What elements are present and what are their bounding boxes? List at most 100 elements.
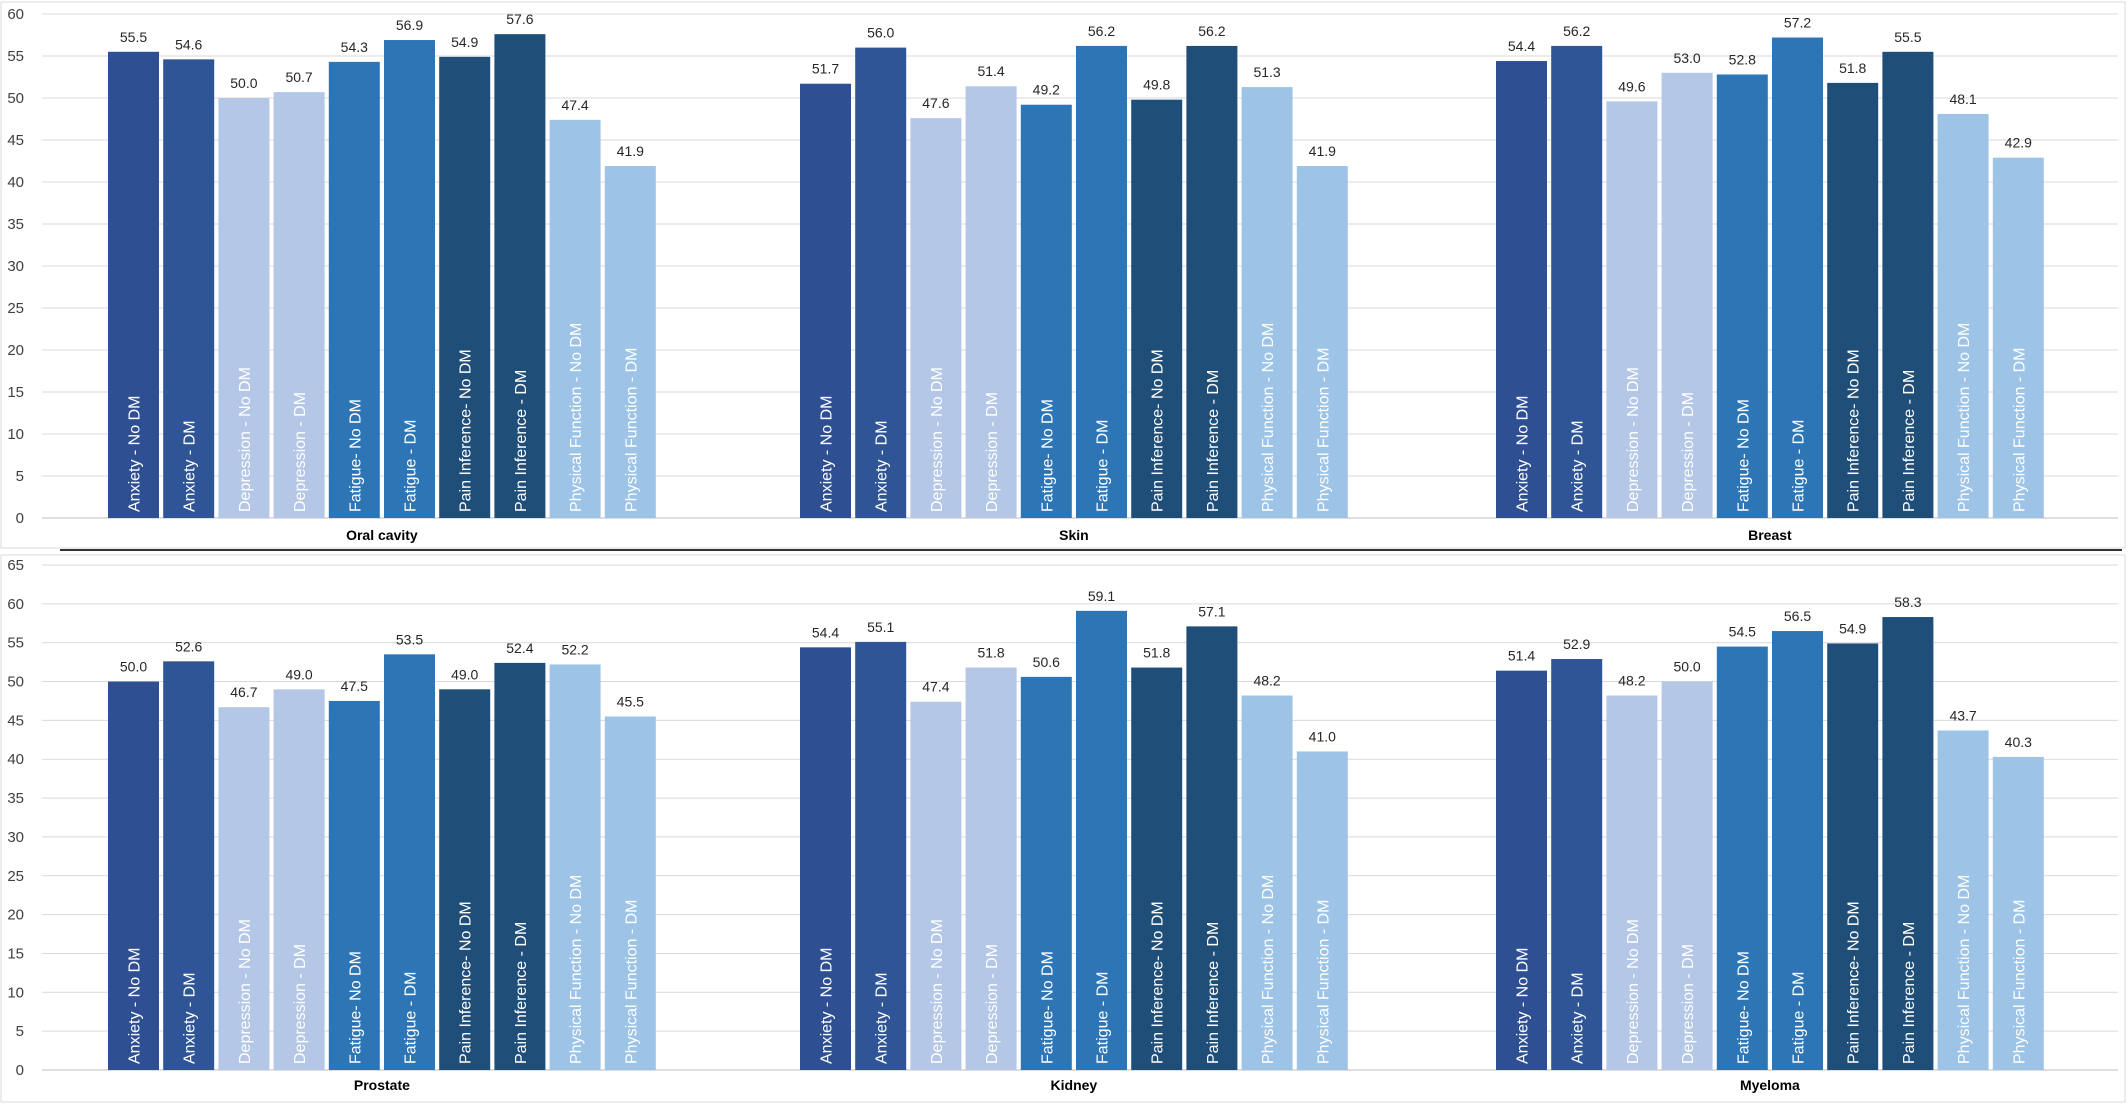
y-tick-label: 30 bbox=[7, 258, 24, 275]
bar-series-label: Depression - DM bbox=[292, 944, 309, 1064]
bar-series-label: Fatigue - DM bbox=[403, 420, 420, 512]
bar bbox=[1937, 113, 1989, 519]
chart-panel-top: 0 5 10 15 20 25 30 35 40 45 50 55 60 55.5 Anxiety - No… bbox=[0, 0, 2128, 550]
bar bbox=[855, 47, 907, 518]
bar bbox=[1186, 45, 1238, 519]
bar-value-label: 49.6 bbox=[1618, 78, 1645, 94]
bar-value-label: 47.4 bbox=[561, 97, 588, 113]
bar-value-label: 46.7 bbox=[230, 684, 257, 700]
y-tick-label: 30 bbox=[7, 829, 24, 846]
bar-value-label: 52.9 bbox=[1563, 636, 1590, 652]
y-tick-label: 55 bbox=[7, 48, 24, 65]
y-tick-label: 35 bbox=[7, 216, 24, 233]
y-tick-label: 15 bbox=[7, 384, 24, 401]
bar bbox=[494, 34, 546, 518]
bar bbox=[1992, 157, 2044, 518]
bar-value-label: 43.7 bbox=[1949, 707, 1976, 723]
bar-value-label: 51.3 bbox=[1253, 64, 1280, 80]
bar-series-label: Fatigue- No DM bbox=[347, 399, 364, 512]
bar-series-label: Anxiety - No DM bbox=[127, 396, 144, 512]
bar bbox=[218, 98, 270, 518]
bar bbox=[439, 689, 491, 1070]
bar-series-label: Anxiety - No DM bbox=[819, 948, 836, 1064]
bar-series-label: Depression - No DM bbox=[237, 367, 254, 512]
bar-value-label: 45.5 bbox=[617, 694, 644, 710]
bar-series-label: Pain Inference - DM bbox=[513, 922, 530, 1064]
bar bbox=[1606, 101, 1658, 519]
bar bbox=[1827, 643, 1879, 1070]
bar-series-label: Pain Inference- No DM bbox=[1846, 349, 1863, 512]
y-tick-label: 10 bbox=[7, 984, 24, 1001]
y-tick-label: 10 bbox=[7, 426, 24, 443]
bar bbox=[273, 689, 325, 1070]
bar-value-label: 52.2 bbox=[561, 641, 588, 657]
bar-value-label: 41.9 bbox=[617, 143, 644, 159]
bar bbox=[1020, 676, 1072, 1070]
bar-series-label: Depression - DM bbox=[984, 944, 1001, 1064]
bar bbox=[1882, 51, 1934, 519]
bar bbox=[328, 61, 380, 518]
bar bbox=[1241, 87, 1293, 518]
bar-value-label: 53.5 bbox=[396, 631, 423, 647]
bar bbox=[1131, 667, 1183, 1070]
bar-value-label: 56.2 bbox=[1563, 23, 1590, 39]
bar-value-label: 51.4 bbox=[1508, 648, 1535, 664]
bar bbox=[384, 654, 435, 1070]
bar bbox=[549, 664, 601, 1070]
bar-value-label: 50.0 bbox=[230, 75, 257, 91]
bar-value-label: 58.3 bbox=[1894, 594, 1921, 610]
bar-series-label: Fatigue - DM bbox=[403, 972, 420, 1064]
bar-value-label: 56.5 bbox=[1784, 608, 1811, 624]
bar-value-label: 56.2 bbox=[1198, 23, 1225, 39]
bar-series-label: Physical Function - No DM bbox=[568, 875, 585, 1064]
bar-value-label: 49.0 bbox=[285, 666, 312, 682]
bar-series-label: Pain Inference- No DM bbox=[1846, 901, 1863, 1064]
y-tick-label: 20 bbox=[7, 342, 24, 359]
bar-value-label: 52.4 bbox=[506, 640, 533, 656]
bar-series-label: Physical Function - DM bbox=[623, 900, 640, 1065]
y-tick-label: 60 bbox=[7, 6, 24, 23]
bar-value-label: 55.5 bbox=[120, 29, 147, 45]
bar-series-label: Depression - No DM bbox=[1625, 367, 1642, 512]
bar-series-label: Depression - DM bbox=[984, 392, 1001, 512]
bar-series-label: Anxiety - No DM bbox=[127, 948, 144, 1064]
bar bbox=[1131, 99, 1183, 519]
bar bbox=[1296, 751, 1348, 1070]
bar bbox=[1992, 756, 2044, 1070]
bar bbox=[494, 662, 546, 1070]
bar bbox=[273, 92, 325, 519]
bar bbox=[965, 86, 1017, 519]
bar-series-label: Fatigue- No DM bbox=[1039, 399, 1056, 512]
bar-value-label: 57.1 bbox=[1198, 603, 1225, 619]
bar-value-label: 54.4 bbox=[812, 624, 839, 640]
bar-series-label: Anxiety - DM bbox=[182, 420, 199, 512]
bar-value-label: 40.3 bbox=[2005, 734, 2032, 750]
y-tick-label: 35 bbox=[7, 790, 24, 807]
bar-value-label: 51.8 bbox=[1839, 60, 1866, 76]
bar bbox=[1661, 72, 1713, 519]
bar-value-label: 42.9 bbox=[2005, 135, 2032, 151]
y-tick-label: 0 bbox=[16, 510, 24, 527]
bar-value-label: 48.1 bbox=[1949, 91, 1976, 107]
bar-value-label: 54.9 bbox=[1839, 620, 1866, 636]
bar-series-label: Physical Function - DM bbox=[2011, 348, 2028, 513]
bar-value-label: 50.0 bbox=[1673, 659, 1700, 675]
bar-series-label: Physical Function - DM bbox=[1315, 900, 1332, 1065]
bar-value-label: 52.8 bbox=[1729, 51, 1756, 67]
bar-value-label: 52.6 bbox=[175, 638, 202, 654]
category-label: Breast bbox=[1748, 527, 1792, 543]
bar bbox=[218, 707, 270, 1070]
bar bbox=[1296, 166, 1348, 519]
bar-series-label: Anxiety - DM bbox=[874, 420, 891, 512]
y-tick-label: 45 bbox=[7, 712, 24, 729]
bar-series-label: Fatigue - DM bbox=[1791, 420, 1808, 512]
bar bbox=[1716, 646, 1768, 1070]
bar-series-label: Depression - DM bbox=[1680, 392, 1697, 512]
bar bbox=[1241, 695, 1293, 1070]
bar-series-label: Physical Function - No DM bbox=[1260, 323, 1277, 512]
chart-svg-top: 0 5 10 15 20 25 30 35 40 45 50 55 60 55.5 Anxiety - No… bbox=[0, 1, 2126, 549]
bar bbox=[1937, 730, 1989, 1070]
bar-value-label: 56.9 bbox=[396, 17, 423, 33]
bar-value-label: 54.4 bbox=[1508, 38, 1535, 54]
y-tick-label: 55 bbox=[7, 635, 24, 652]
